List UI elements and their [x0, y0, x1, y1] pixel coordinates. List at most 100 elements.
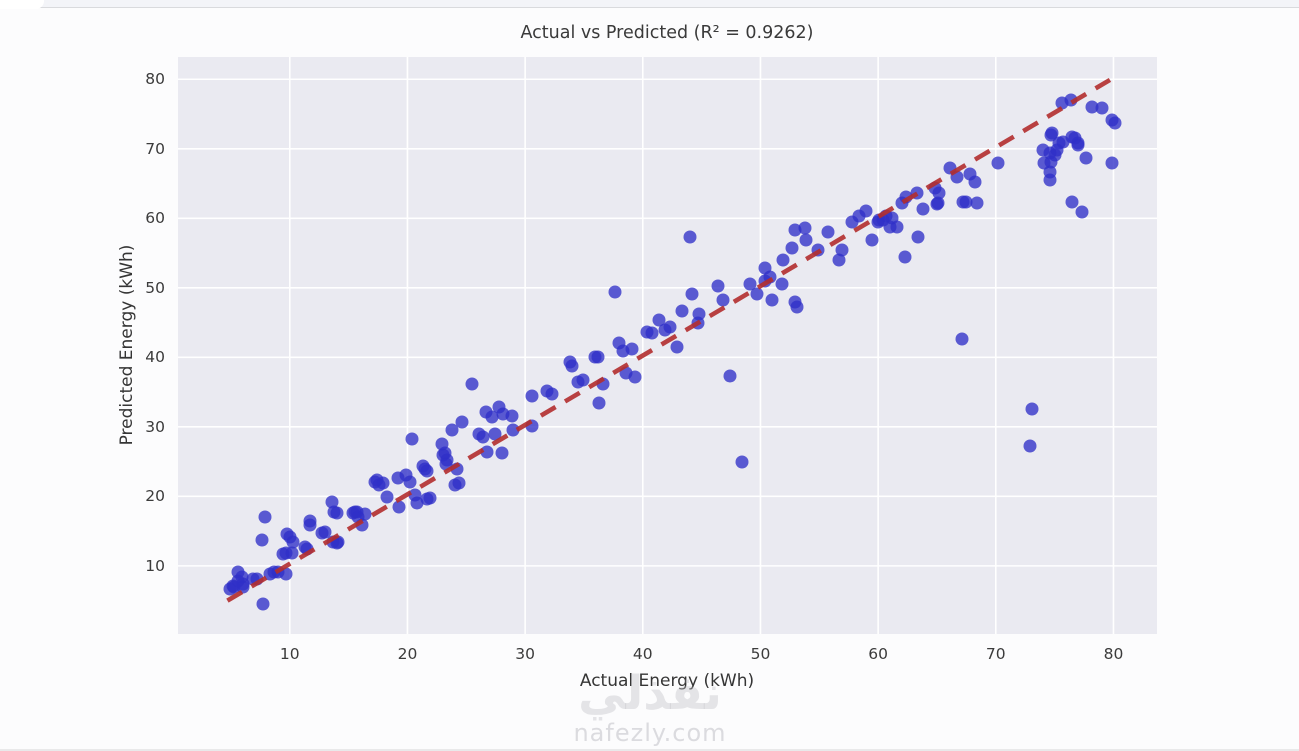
- data-point: [608, 285, 622, 299]
- data-point: [832, 253, 846, 267]
- y-tick-label: 70: [145, 139, 165, 158]
- data-point: [675, 304, 689, 318]
- data-point: [545, 387, 559, 401]
- data-point: [420, 464, 434, 478]
- data-point: [485, 410, 499, 424]
- data-point: [798, 221, 812, 235]
- data-point: [799, 233, 813, 247]
- watermark-site-text: nafezly.com: [573, 718, 727, 747]
- data-point: [723, 369, 737, 383]
- data-point: [932, 186, 946, 200]
- data-point: [1065, 195, 1079, 209]
- identity-reference-line: [226, 77, 1112, 603]
- data-point: [968, 175, 982, 189]
- data-point: [1045, 126, 1059, 140]
- data-point: [591, 350, 605, 364]
- data-point: [775, 277, 789, 291]
- data-point: [692, 307, 706, 321]
- data-point: [392, 500, 406, 514]
- data-point: [325, 495, 339, 509]
- data-point: [1105, 156, 1119, 170]
- data-point: [506, 423, 520, 437]
- x-axis-label: Actual Energy (kWh): [579, 671, 755, 691]
- data-point: [279, 567, 293, 581]
- data-point: [380, 490, 394, 504]
- data-point: [318, 525, 332, 539]
- data-point: [405, 432, 419, 446]
- data-point: [716, 293, 730, 307]
- data-point: [865, 233, 879, 247]
- x-tick-label: 70: [985, 645, 1006, 663]
- x-tick-label: 50: [750, 645, 771, 663]
- data-point: [376, 476, 390, 490]
- data-point: [750, 287, 764, 301]
- data-point: [452, 476, 466, 490]
- data-point: [683, 230, 697, 244]
- data-point: [440, 453, 454, 466]
- x-tick-label: 60: [868, 645, 888, 663]
- data-point: [236, 577, 250, 591]
- x-tick-label: 30: [515, 645, 535, 663]
- data-point: [663, 320, 677, 334]
- data-point: [476, 430, 490, 444]
- data-point: [735, 455, 749, 469]
- data-point: [576, 373, 590, 387]
- data-point: [423, 491, 437, 505]
- window-top-corner: [0, 0, 44, 9]
- data-point: [488, 427, 502, 441]
- y-tick-label: 20: [145, 487, 165, 506]
- data-point: [916, 202, 930, 216]
- data-point: [465, 377, 479, 391]
- chart-title: Actual vs Predicted (R² = 0.9262): [520, 23, 814, 43]
- data-point: [455, 415, 469, 429]
- data-point: [255, 533, 269, 547]
- data-point: [645, 326, 659, 340]
- x-tick-label: 40: [632, 645, 653, 663]
- data-point: [628, 370, 642, 384]
- data-point: [898, 250, 912, 264]
- data-point: [785, 241, 799, 255]
- plot-area: [178, 57, 1157, 634]
- data-point: [1108, 116, 1122, 130]
- data-point: [505, 409, 519, 423]
- data-point: [258, 510, 272, 524]
- data-point: [911, 230, 925, 244]
- data-point: [625, 342, 639, 356]
- data-point: [711, 279, 725, 293]
- y-tick-label: 10: [145, 556, 165, 575]
- data-point: [525, 389, 539, 403]
- y-axis-label: Predicted Energy (kWh): [117, 244, 137, 446]
- data-point: [565, 359, 579, 373]
- data-point: [970, 196, 984, 210]
- data-point: [790, 300, 804, 314]
- y-tick-label: 80: [145, 70, 165, 89]
- data-point: [495, 446, 509, 460]
- window-bottom-strip: [0, 749, 1299, 751]
- data-point: [592, 396, 606, 409]
- data-point: [480, 445, 494, 459]
- data-point: [670, 340, 684, 354]
- y-tick-label: 40: [145, 348, 165, 367]
- data-point: [788, 223, 802, 237]
- x-tick-label: 80: [1103, 645, 1124, 663]
- data-point: [1025, 402, 1039, 416]
- data-point: [685, 287, 699, 301]
- x-tick-label: 10: [279, 645, 300, 663]
- reference-line-layer: [226, 77, 1112, 603]
- data-point: [1023, 439, 1037, 453]
- data-point: [991, 156, 1005, 170]
- data-point: [285, 546, 299, 560]
- data-point: [955, 332, 969, 346]
- data-point: [765, 293, 779, 307]
- data-point: [1043, 173, 1057, 187]
- data-point: [1095, 101, 1109, 115]
- data-point: [403, 475, 417, 489]
- data-point: [1071, 136, 1085, 150]
- data-point: [1075, 205, 1089, 219]
- data-point: [256, 597, 270, 611]
- data-point: [286, 535, 300, 549]
- data-point: [330, 506, 344, 520]
- x-tick-label: 20: [397, 645, 418, 663]
- data-point: [821, 225, 835, 239]
